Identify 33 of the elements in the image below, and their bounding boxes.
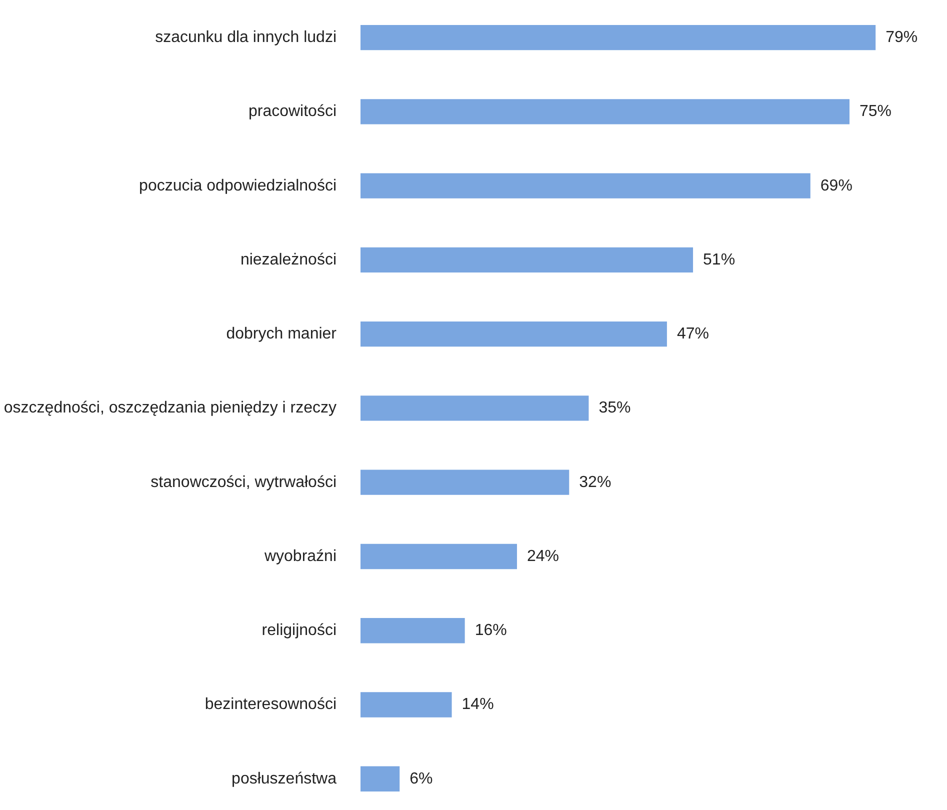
bar — [360, 321, 667, 347]
data-label: 47% — [676, 326, 709, 343]
y-tick-label: religijności — [262, 622, 337, 640]
y-tick-label: poczucia odpowiedzialności — [139, 177, 336, 194]
bar — [360, 396, 589, 421]
data-label: 14% — [462, 696, 494, 714]
data-label: 16% — [474, 622, 507, 640]
bar — [360, 99, 850, 124]
y-tick-label: pracowitości — [248, 103, 336, 120]
y-tick-label: oszczędności, oszczędzania pieniędzy i rzeczy — [4, 400, 337, 417]
data-label: 6% — [410, 770, 433, 788]
y-tick-label: posłuszeństwa — [232, 770, 337, 788]
data-label: 24% — [526, 548, 560, 565]
bar — [360, 24, 876, 50]
y-tick-label: bezinteresowności — [204, 696, 336, 714]
y-tick-label: stanowczości, wytrwałości — [150, 474, 336, 491]
data-label: 35% — [598, 400, 631, 417]
bar — [360, 470, 570, 495]
y-tick-label: niezależności — [240, 251, 337, 268]
data-label: 69% — [820, 177, 852, 194]
y-tick-label: dobrych manier — [226, 326, 338, 343]
bar — [360, 692, 452, 718]
bar — [360, 544, 517, 570]
data-label: 75% — [860, 103, 892, 120]
data-label: 79% — [886, 29, 918, 46]
bar — [360, 247, 694, 273]
bar — [360, 173, 810, 198]
y-tick-label: szacunku dla innych ludzi — [155, 29, 336, 46]
bar — [360, 766, 400, 792]
data-label: 32% — [579, 474, 612, 491]
data-label: 51% — [703, 251, 736, 268]
bar — [360, 618, 465, 644]
y-tick-label: wyobraźni — [263, 548, 336, 565]
